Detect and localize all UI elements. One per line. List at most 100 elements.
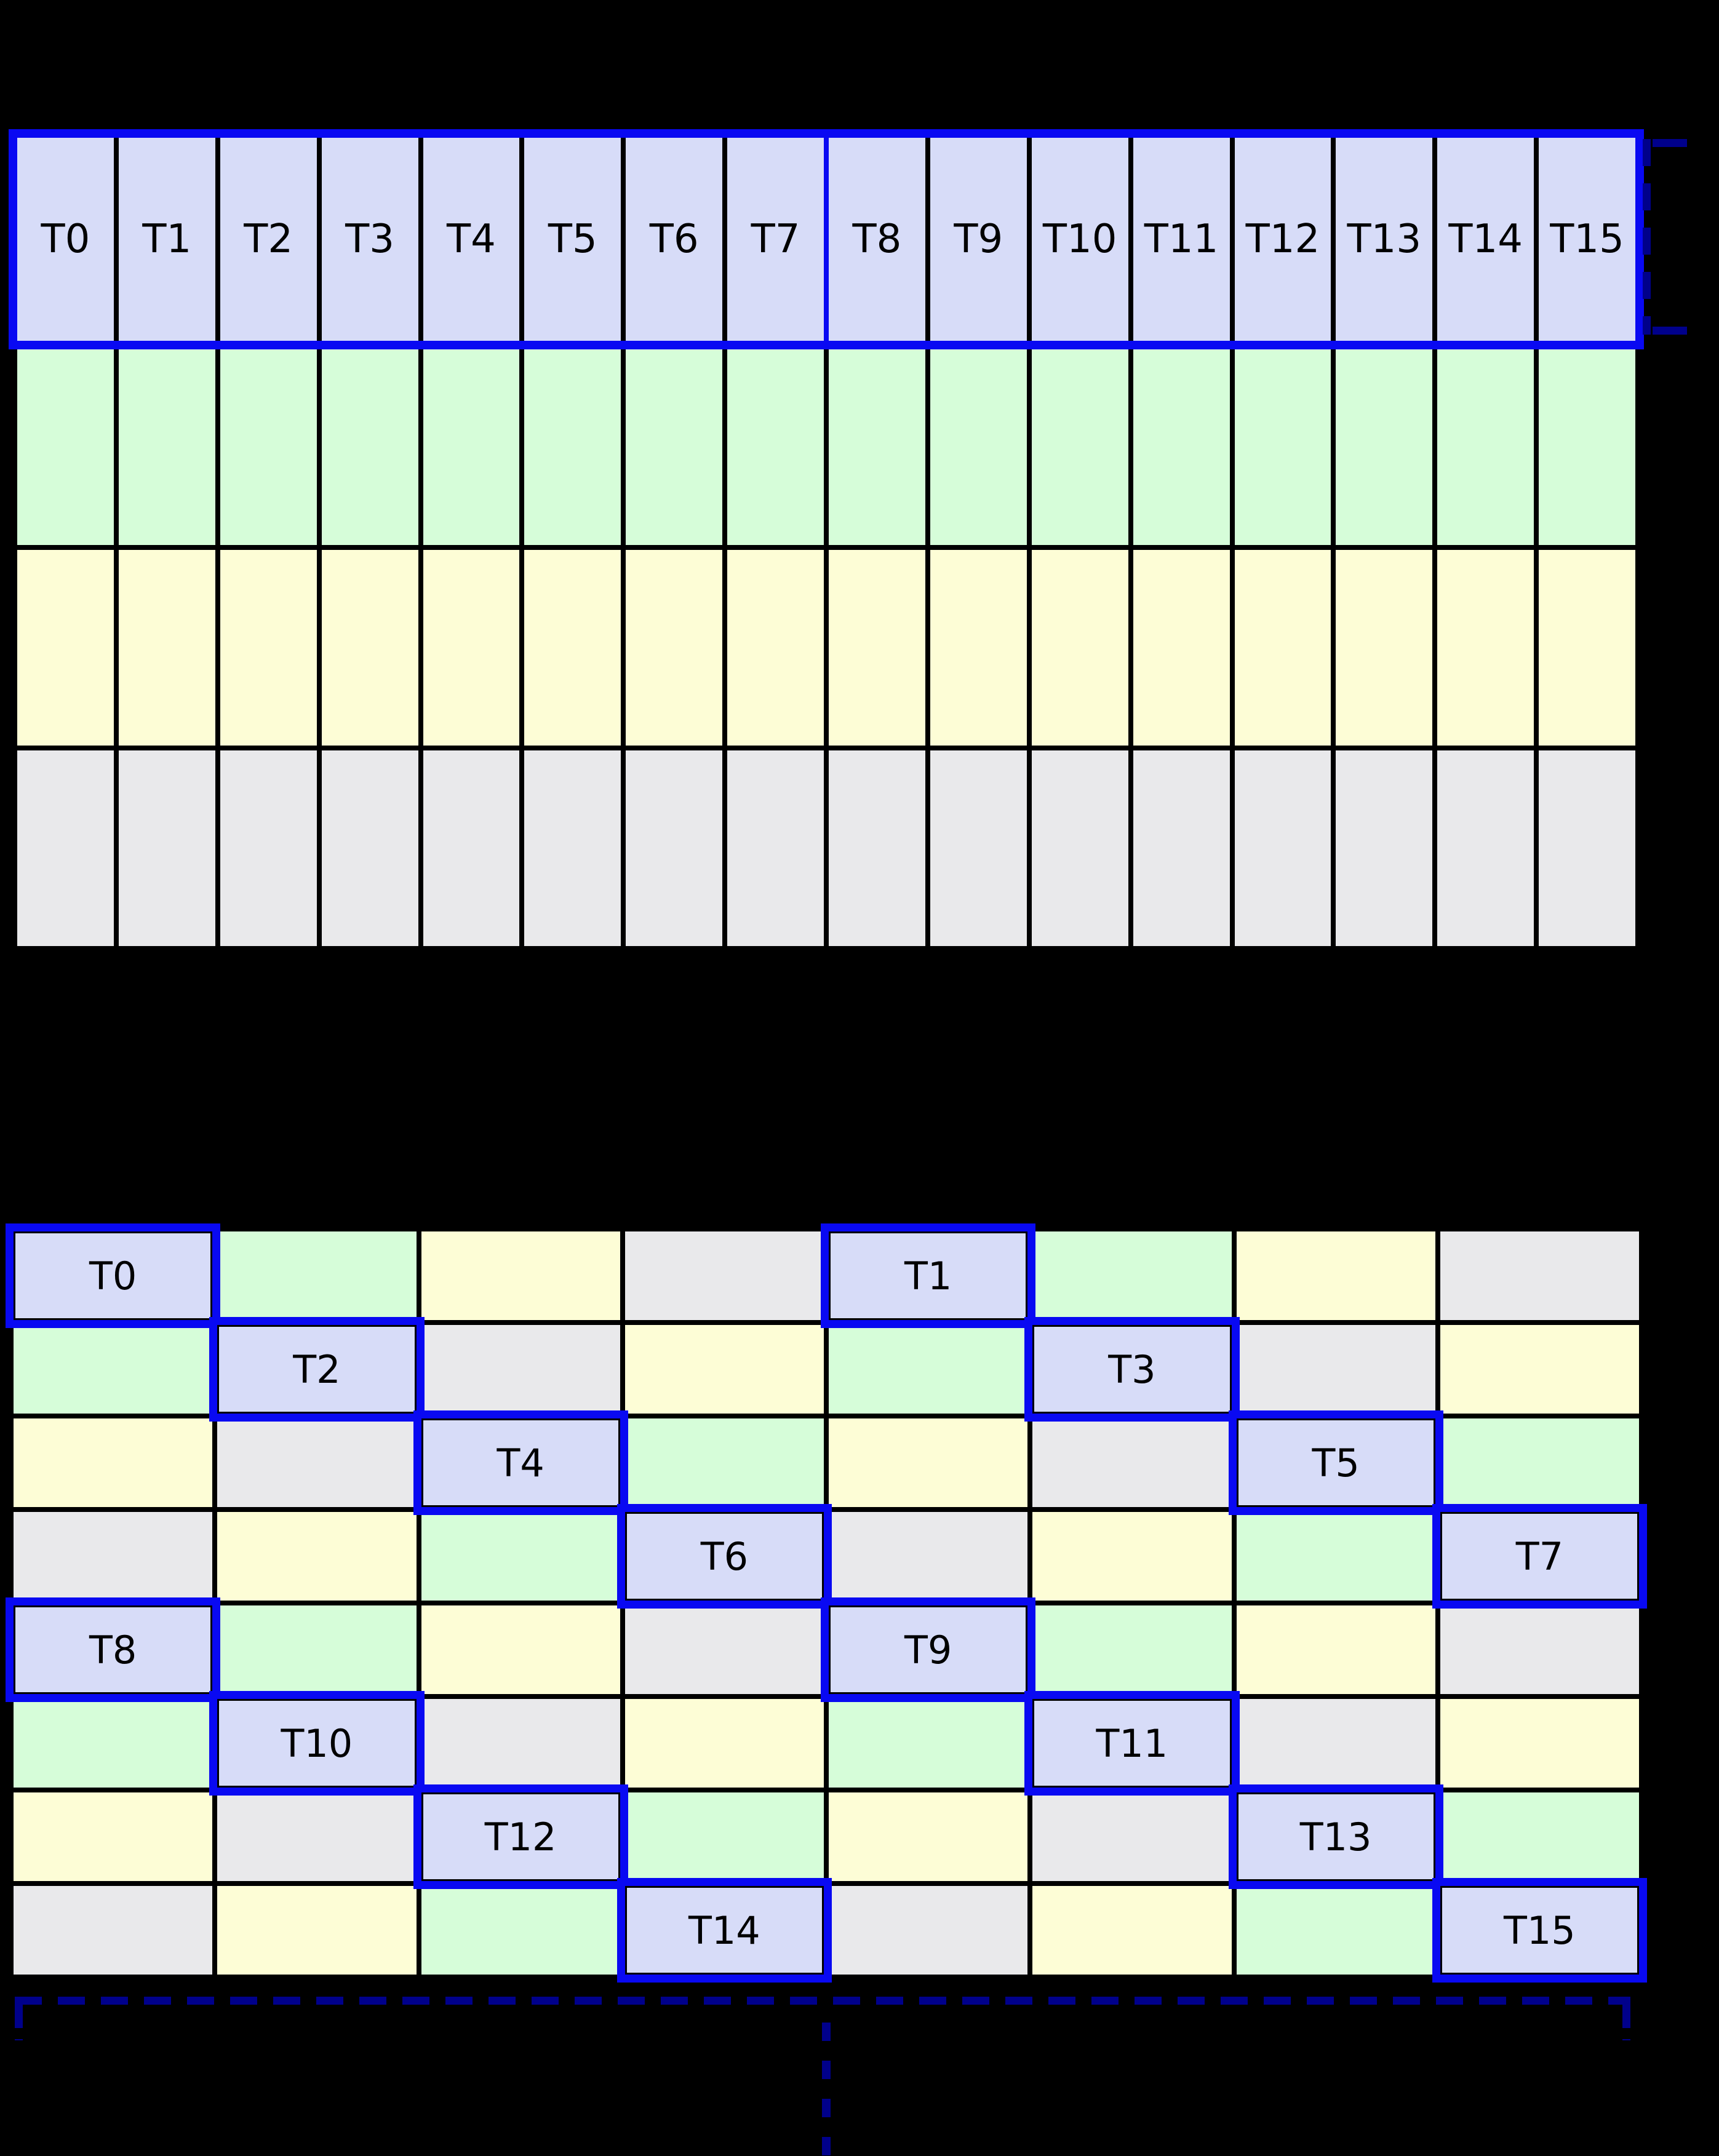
swizzled-thread-cell: T4	[421, 1418, 620, 1507]
swizzled-cell-green	[1440, 1418, 1639, 1507]
memory-cell-gray	[829, 750, 925, 946]
top-grid-memory-rows	[9, 349, 1644, 951]
thread-label: T10	[281, 1720, 353, 1766]
memory-cell-green	[1539, 349, 1635, 545]
memory-cell-gray	[423, 750, 520, 946]
thread-label: T9	[954, 217, 1003, 262]
swizzled-thread-cell: T9	[829, 1605, 1028, 1694]
swizzled-thread-cell: T0	[14, 1231, 213, 1320]
memory-cell-green	[220, 349, 317, 545]
memory-cell-green	[1336, 349, 1433, 545]
swizzled-cell-gray	[829, 1886, 1028, 1975]
swizzled-cell-gray	[14, 1512, 213, 1601]
top-grid-thread-row: T0 T1 T2 T3 T4 T5 T6 T7 T8 T9 T10 T11 T12 T13 T14 T15	[9, 129, 1644, 349]
memory-cell-yellow	[829, 550, 925, 746]
swizzled-cell-gray	[217, 1792, 417, 1881]
memory-cell-yellow	[17, 550, 114, 746]
top-thread-cell: T4	[423, 138, 520, 341]
swizzled-grid: T0 T1 T2 T3 T4 T5 T6 T7 T8 T9 T10 T11 T12 T13 T14 T15	[9, 1227, 1644, 1979]
thread-label: T0	[89, 1253, 137, 1299]
swizzled-cell-yellow	[1440, 1325, 1639, 1414]
memory-cell-green	[118, 349, 215, 545]
thread-label: T4	[447, 217, 496, 262]
memory-cell-green	[727, 349, 824, 545]
memory-cell-green	[524, 349, 621, 545]
swizzled-cell-gray	[217, 1418, 417, 1507]
swizzled-cell-yellow	[624, 1325, 824, 1414]
memory-cell-green	[1234, 349, 1331, 545]
swizzled-thread-cell: T11	[1032, 1699, 1232, 1788]
swizzled-cell-yellow	[1236, 1231, 1435, 1320]
memory-cell-yellow	[220, 550, 317, 746]
thread-label: T8	[852, 217, 902, 262]
swizzled-cell-yellow	[217, 1886, 417, 1975]
memory-cell-gray	[118, 750, 215, 946]
continuation-dashes	[822, 2023, 831, 2156]
top-thread-cell: T8	[829, 138, 925, 341]
row-height-bracket-bottom-dash	[1653, 327, 1687, 335]
swizzled-cell-yellow	[829, 1792, 1028, 1881]
thread-label: T10	[1042, 217, 1117, 262]
memory-cell-green	[930, 349, 1027, 545]
swizzled-cell-yellow	[1032, 1512, 1232, 1601]
swizzled-cell-yellow	[421, 1231, 620, 1320]
memory-cell-gray	[1031, 750, 1128, 946]
memory-cell-gray	[220, 750, 317, 946]
top-thread-cell: T14	[1437, 138, 1534, 341]
thread-label: T6	[649, 217, 699, 262]
memory-cell-yellow	[321, 550, 418, 746]
swizzled-cell-gray	[14, 1886, 213, 1975]
swizzled-thread-cell: T15	[1440, 1886, 1639, 1975]
swizzled-cell-green	[217, 1231, 417, 1320]
top-thread-cell: T7	[727, 138, 824, 341]
row-height-bracket-top-dash	[1653, 139, 1687, 147]
thread-label: T15	[1550, 217, 1624, 262]
swizzled-cell-gray	[1032, 1418, 1232, 1507]
swizzled-cell-green	[1236, 1886, 1435, 1975]
swizzled-cell-green	[217, 1605, 417, 1694]
swizzled-thread-cell: T2	[217, 1325, 417, 1414]
swizzled-cell-green	[829, 1325, 1028, 1414]
memory-cell-yellow	[626, 550, 723, 746]
swizzled-thread-cell: T5	[1236, 1418, 1435, 1507]
swizzled-cell-gray	[1236, 1699, 1435, 1788]
thread-label: T13	[1299, 1814, 1372, 1860]
memory-cell-yellow	[727, 550, 824, 746]
swizzled-cell-green	[14, 1325, 213, 1414]
thread-label: T4	[497, 1440, 544, 1486]
memory-cell-green	[321, 349, 418, 545]
top-thread-cell: T10	[1031, 138, 1128, 341]
thread-label: T13	[1347, 217, 1422, 262]
swizzled-cell-yellow	[624, 1699, 824, 1788]
swizzled-thread-cell: T14	[624, 1886, 824, 1975]
top-thread-cell: T1	[118, 138, 215, 341]
top-thread-cell: T9	[930, 138, 1027, 341]
swizzled-cell-green	[1440, 1792, 1639, 1881]
swizzled-cell-gray	[829, 1512, 1028, 1601]
top-thread-cell: T2	[220, 138, 317, 341]
memory-cell-green	[1031, 349, 1128, 545]
thread-label: T8	[89, 1627, 137, 1673]
bottom-extent-brace-line	[15, 1997, 1630, 2005]
swizzled-cell-yellow	[1032, 1886, 1232, 1975]
swizzled-cell-gray	[1236, 1325, 1435, 1414]
memory-cell-green	[1133, 349, 1230, 545]
swizzled-cell-green	[1032, 1231, 1232, 1320]
top-thread-cell: T5	[524, 138, 621, 341]
top-thread-cell: T11	[1133, 138, 1230, 341]
memory-cell-gray	[1437, 750, 1534, 946]
swizzled-thread-cell: T10	[217, 1699, 417, 1788]
thread-label: T11	[1096, 1720, 1168, 1766]
memory-cell-yellow	[1031, 550, 1128, 746]
thread-label: T2	[293, 1347, 341, 1392]
top-thread-cell: T0	[17, 138, 114, 341]
top-thread-cell: T13	[1336, 138, 1433, 341]
thread-label: T14	[688, 1907, 760, 1953]
thread-label: T7	[1515, 1533, 1564, 1579]
swizzled-thread-cell: T6	[624, 1512, 824, 1601]
swizzled-cell-gray	[1440, 1231, 1639, 1320]
swizzled-cell-green	[421, 1886, 620, 1975]
swizzled-cell-green	[829, 1699, 1028, 1788]
memory-cell-gray	[1539, 750, 1635, 946]
memory-cell-gray	[1234, 750, 1331, 946]
